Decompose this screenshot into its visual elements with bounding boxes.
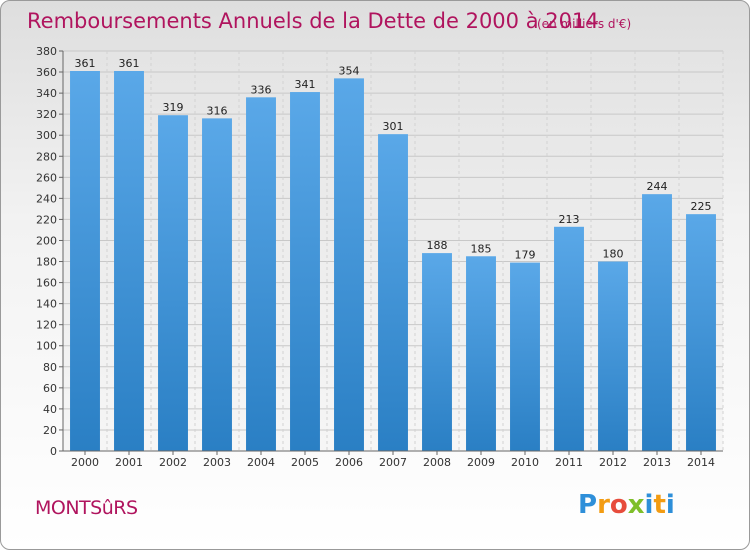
bar-value-label: 341 xyxy=(295,78,316,91)
bar-value-label: 361 xyxy=(75,57,96,70)
x-tick-label: 2007 xyxy=(379,456,407,469)
y-tick-label: 260 xyxy=(36,171,57,184)
x-tick-label: 2006 xyxy=(335,456,363,469)
bar-value-label: 301 xyxy=(383,120,404,133)
x-tick-label: 2001 xyxy=(115,456,143,469)
y-tick-label: 80 xyxy=(43,361,57,374)
commune-name: MONTSûRS xyxy=(35,497,138,519)
logo-letter: P xyxy=(578,490,598,520)
y-tick-label: 300 xyxy=(36,129,57,142)
logo-letter: o xyxy=(609,490,628,520)
bar-value-label: 225 xyxy=(691,200,712,213)
x-tick-label: 2003 xyxy=(203,456,231,469)
bar-value-label: 179 xyxy=(515,249,536,262)
bar xyxy=(158,115,188,452)
y-tick-label: 340 xyxy=(36,87,57,100)
y-tick-label: 220 xyxy=(36,213,57,226)
y-tick-label: 100 xyxy=(36,340,57,353)
bar-value-label: 188 xyxy=(427,239,448,252)
bar-value-label: 354 xyxy=(339,64,360,77)
bar xyxy=(290,92,320,451)
y-tick-label: 240 xyxy=(36,192,57,205)
bar xyxy=(598,261,628,451)
x-tick-label: 2009 xyxy=(467,456,495,469)
bar xyxy=(70,71,100,451)
bar xyxy=(554,226,584,451)
y-tick-label: 320 xyxy=(36,108,57,121)
bar-value-label: 316 xyxy=(207,104,228,117)
x-tick-label: 2014 xyxy=(687,456,715,469)
y-tick-label: 380 xyxy=(36,45,57,58)
bar xyxy=(378,134,408,451)
bar-value-label: 319 xyxy=(163,101,184,114)
bar-value-label: 180 xyxy=(603,248,624,261)
y-tick-label: 140 xyxy=(36,298,57,311)
bar xyxy=(334,78,364,452)
logo-letter: i xyxy=(665,490,675,520)
bar xyxy=(246,97,276,451)
y-tick-label: 40 xyxy=(43,403,57,416)
y-tick-label: 160 xyxy=(36,277,57,290)
y-tick-label: 180 xyxy=(36,256,57,269)
bar xyxy=(202,118,232,452)
bar xyxy=(114,71,144,451)
bar xyxy=(510,262,540,451)
logo-letter: t xyxy=(653,490,666,520)
bar xyxy=(642,194,672,451)
x-tick-label: 2013 xyxy=(643,456,671,469)
bar xyxy=(686,214,716,451)
chart-title: Remboursements Annuels de la Dette de 20… xyxy=(27,9,599,33)
y-tick-label: 20 xyxy=(43,424,57,437)
chart-subtitle: (en milliers d'€) xyxy=(537,17,632,31)
x-tick-label: 2008 xyxy=(423,456,451,469)
bar xyxy=(466,256,496,451)
logo-letter: r xyxy=(597,490,610,520)
logo-letter: i xyxy=(644,490,654,520)
bar-value-label: 185 xyxy=(471,242,492,255)
x-tick-label: 2011 xyxy=(555,456,583,469)
proxiti-logo: Proxiti xyxy=(578,490,675,520)
y-tick-label: 360 xyxy=(36,66,57,79)
y-tick-label: 200 xyxy=(36,234,57,247)
bar-value-label: 213 xyxy=(559,213,580,226)
x-tick-label: 2002 xyxy=(159,456,187,469)
x-tick-label: 2012 xyxy=(599,456,627,469)
x-tick-label: 2004 xyxy=(247,456,275,469)
y-tick-label: 280 xyxy=(36,150,57,163)
x-tick-label: 2000 xyxy=(71,456,99,469)
x-tick-label: 2005 xyxy=(291,456,319,469)
bar-value-label: 336 xyxy=(251,83,272,96)
y-tick-label: 120 xyxy=(36,319,57,332)
bar-value-label: 361 xyxy=(119,57,140,70)
logo-letter: x xyxy=(627,490,645,520)
x-tick-label: 2010 xyxy=(511,456,539,469)
y-tick-label: 60 xyxy=(43,382,57,395)
y-tick-label: 0 xyxy=(50,445,57,458)
bar xyxy=(422,253,452,451)
bar-value-label: 244 xyxy=(647,180,668,193)
